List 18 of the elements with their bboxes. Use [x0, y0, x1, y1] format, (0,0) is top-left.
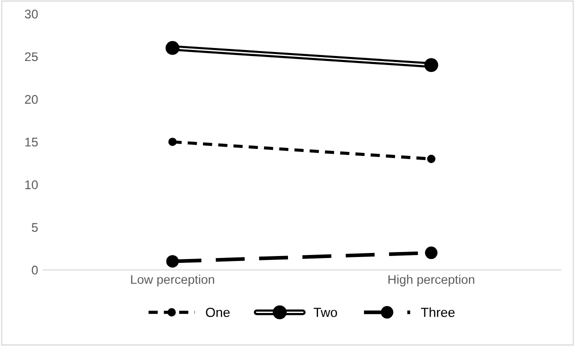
legend-label: Three — [421, 307, 455, 318]
legend-label: One — [206, 308, 230, 318]
x-tick-label: High perception — [388, 274, 474, 286]
y-tick-label: 25 — [24, 52, 38, 62]
y-tick-label: 30 — [24, 10, 38, 18]
legend-label: Two — [314, 308, 338, 318]
x-tick-label: Low perception — [131, 274, 214, 286]
y-tick-label: 0 — [32, 266, 38, 275]
point — [168, 138, 177, 146]
point — [166, 41, 180, 55]
y-tick-label: 15 — [25, 138, 38, 147]
y-tick-label: 5 — [32, 223, 38, 232]
y-tick-label: 20 — [24, 94, 38, 104]
point — [424, 58, 438, 72]
point — [427, 154, 436, 164]
y-tick-label: 10 — [25, 180, 38, 190]
point — [166, 255, 179, 268]
point — [425, 246, 438, 260]
